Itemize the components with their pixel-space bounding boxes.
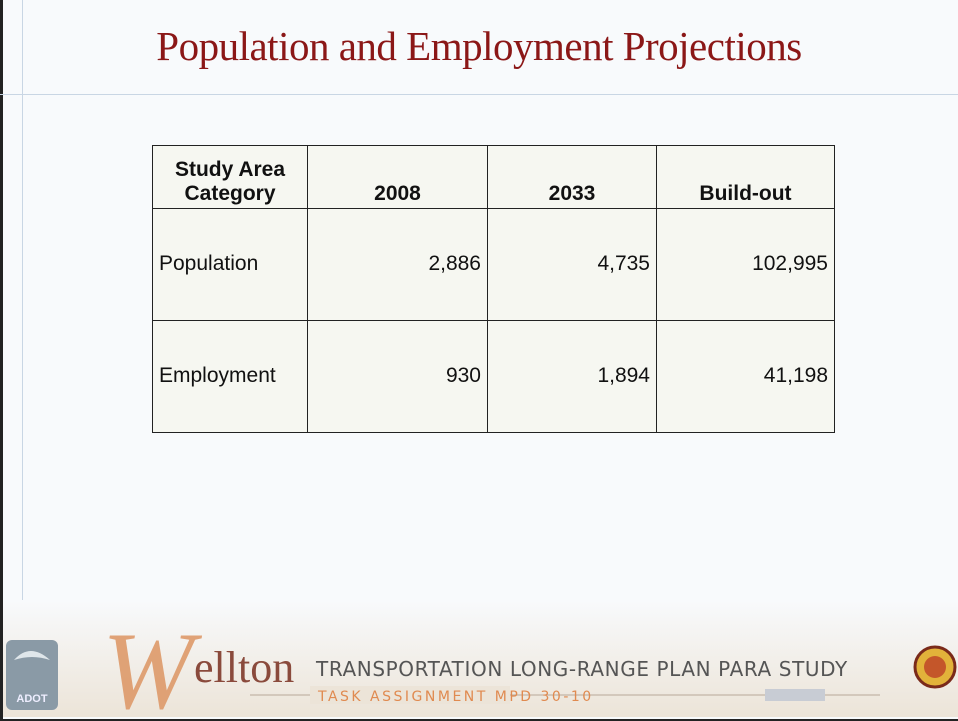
- cell: 1,894: [488, 321, 657, 433]
- cell: 2,886: [308, 209, 488, 321]
- footer-banner: ADOT W ellton TRANSPORTATION LONG-RANGE …: [0, 600, 958, 719]
- cell: 4,735: [488, 209, 657, 321]
- cell: 930: [308, 321, 488, 433]
- cell: 102,995: [657, 209, 835, 321]
- study-title: TRANSPORTATION LONG-RANGE PLAN PARA STUD…: [315, 657, 848, 681]
- column-header: Build-out: [657, 146, 835, 209]
- column-header: Study Area Category: [153, 146, 308, 209]
- brand-name: ellton: [194, 643, 294, 692]
- projection-table: Study Area Category 2008 2033 Build-out …: [152, 145, 835, 433]
- cell: 41,198: [657, 321, 835, 433]
- slide: Population and Employment Projections St…: [0, 0, 958, 721]
- partner-logo: [765, 689, 825, 701]
- city-seal-center: [924, 656, 946, 678]
- task-label: TASK ASSIGNMENT MPD 30-10: [317, 689, 594, 705]
- row-label: Employment: [153, 321, 308, 433]
- adot-logo-text: ADOT: [16, 693, 47, 705]
- guide-line: [0, 94, 958, 95]
- brand-initial: W: [102, 610, 202, 719]
- column-header: 2008: [308, 146, 488, 209]
- row-label: Population: [153, 209, 308, 321]
- column-header: 2033: [488, 146, 657, 209]
- guide-line: [22, 0, 23, 610]
- slide-title: Population and Employment Projections: [0, 22, 958, 70]
